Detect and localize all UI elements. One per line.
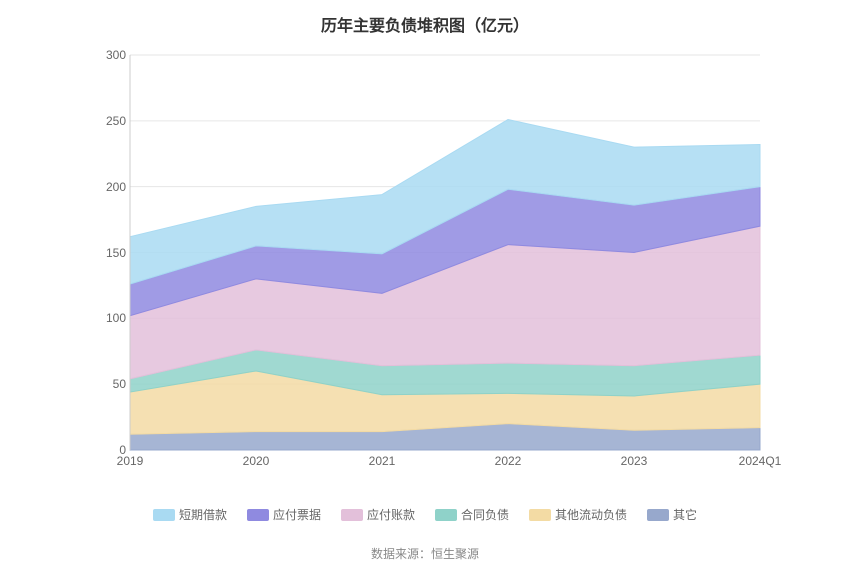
plot-area [130,55,760,450]
legend-label: 其它 [673,508,697,522]
legend-swatch [247,509,269,521]
x-tick-label: 2022 [495,454,522,468]
y-tick-label: 50 [90,377,126,391]
x-tick-label: 2024Q1 [739,454,782,468]
y-tick-label: 150 [90,246,126,260]
plot-svg [130,55,760,450]
legend-item[interactable]: 应付账款 [341,506,415,523]
legend-swatch [435,509,457,521]
x-tick-label: 2019 [117,454,144,468]
x-tick-label: 2023 [621,454,648,468]
legend-label: 其他流动负债 [555,508,627,522]
y-tick-label: 100 [90,311,126,325]
x-axis: 201920202021202220232024Q1 [130,450,760,470]
x-tick-label: 2020 [243,454,270,468]
y-axis: 050100150200250300 [90,55,130,450]
stacked-area-chart: 历年主要负债堆积图（亿元） 050100150200250300 2019202… [0,0,850,575]
legend: 短期借款 应付票据 应付账款 合同负债 其他流动负债 其它 [0,505,850,523]
data-source-label: 数据来源：恒生聚源 [0,545,850,562]
legend-swatch [341,509,363,521]
y-tick-label: 250 [90,114,126,128]
legend-item[interactable]: 应付票据 [247,506,321,523]
legend-item[interactable]: 合同负债 [435,506,509,523]
legend-swatch [153,509,175,521]
y-tick-label: 200 [90,180,126,194]
legend-label: 合同负债 [461,508,509,522]
legend-item[interactable]: 其他流动负债 [529,506,627,523]
legend-label: 短期借款 [179,508,227,522]
legend-label: 应付账款 [367,508,415,522]
legend-label: 应付票据 [273,508,321,522]
chart-title: 历年主要负债堆积图（亿元） [0,0,850,44]
legend-item[interactable]: 其它 [647,506,697,523]
legend-item[interactable]: 短期借款 [153,506,227,523]
legend-swatch [647,509,669,521]
legend-swatch [529,509,551,521]
x-tick-label: 2021 [369,454,396,468]
y-tick-label: 300 [90,48,126,62]
